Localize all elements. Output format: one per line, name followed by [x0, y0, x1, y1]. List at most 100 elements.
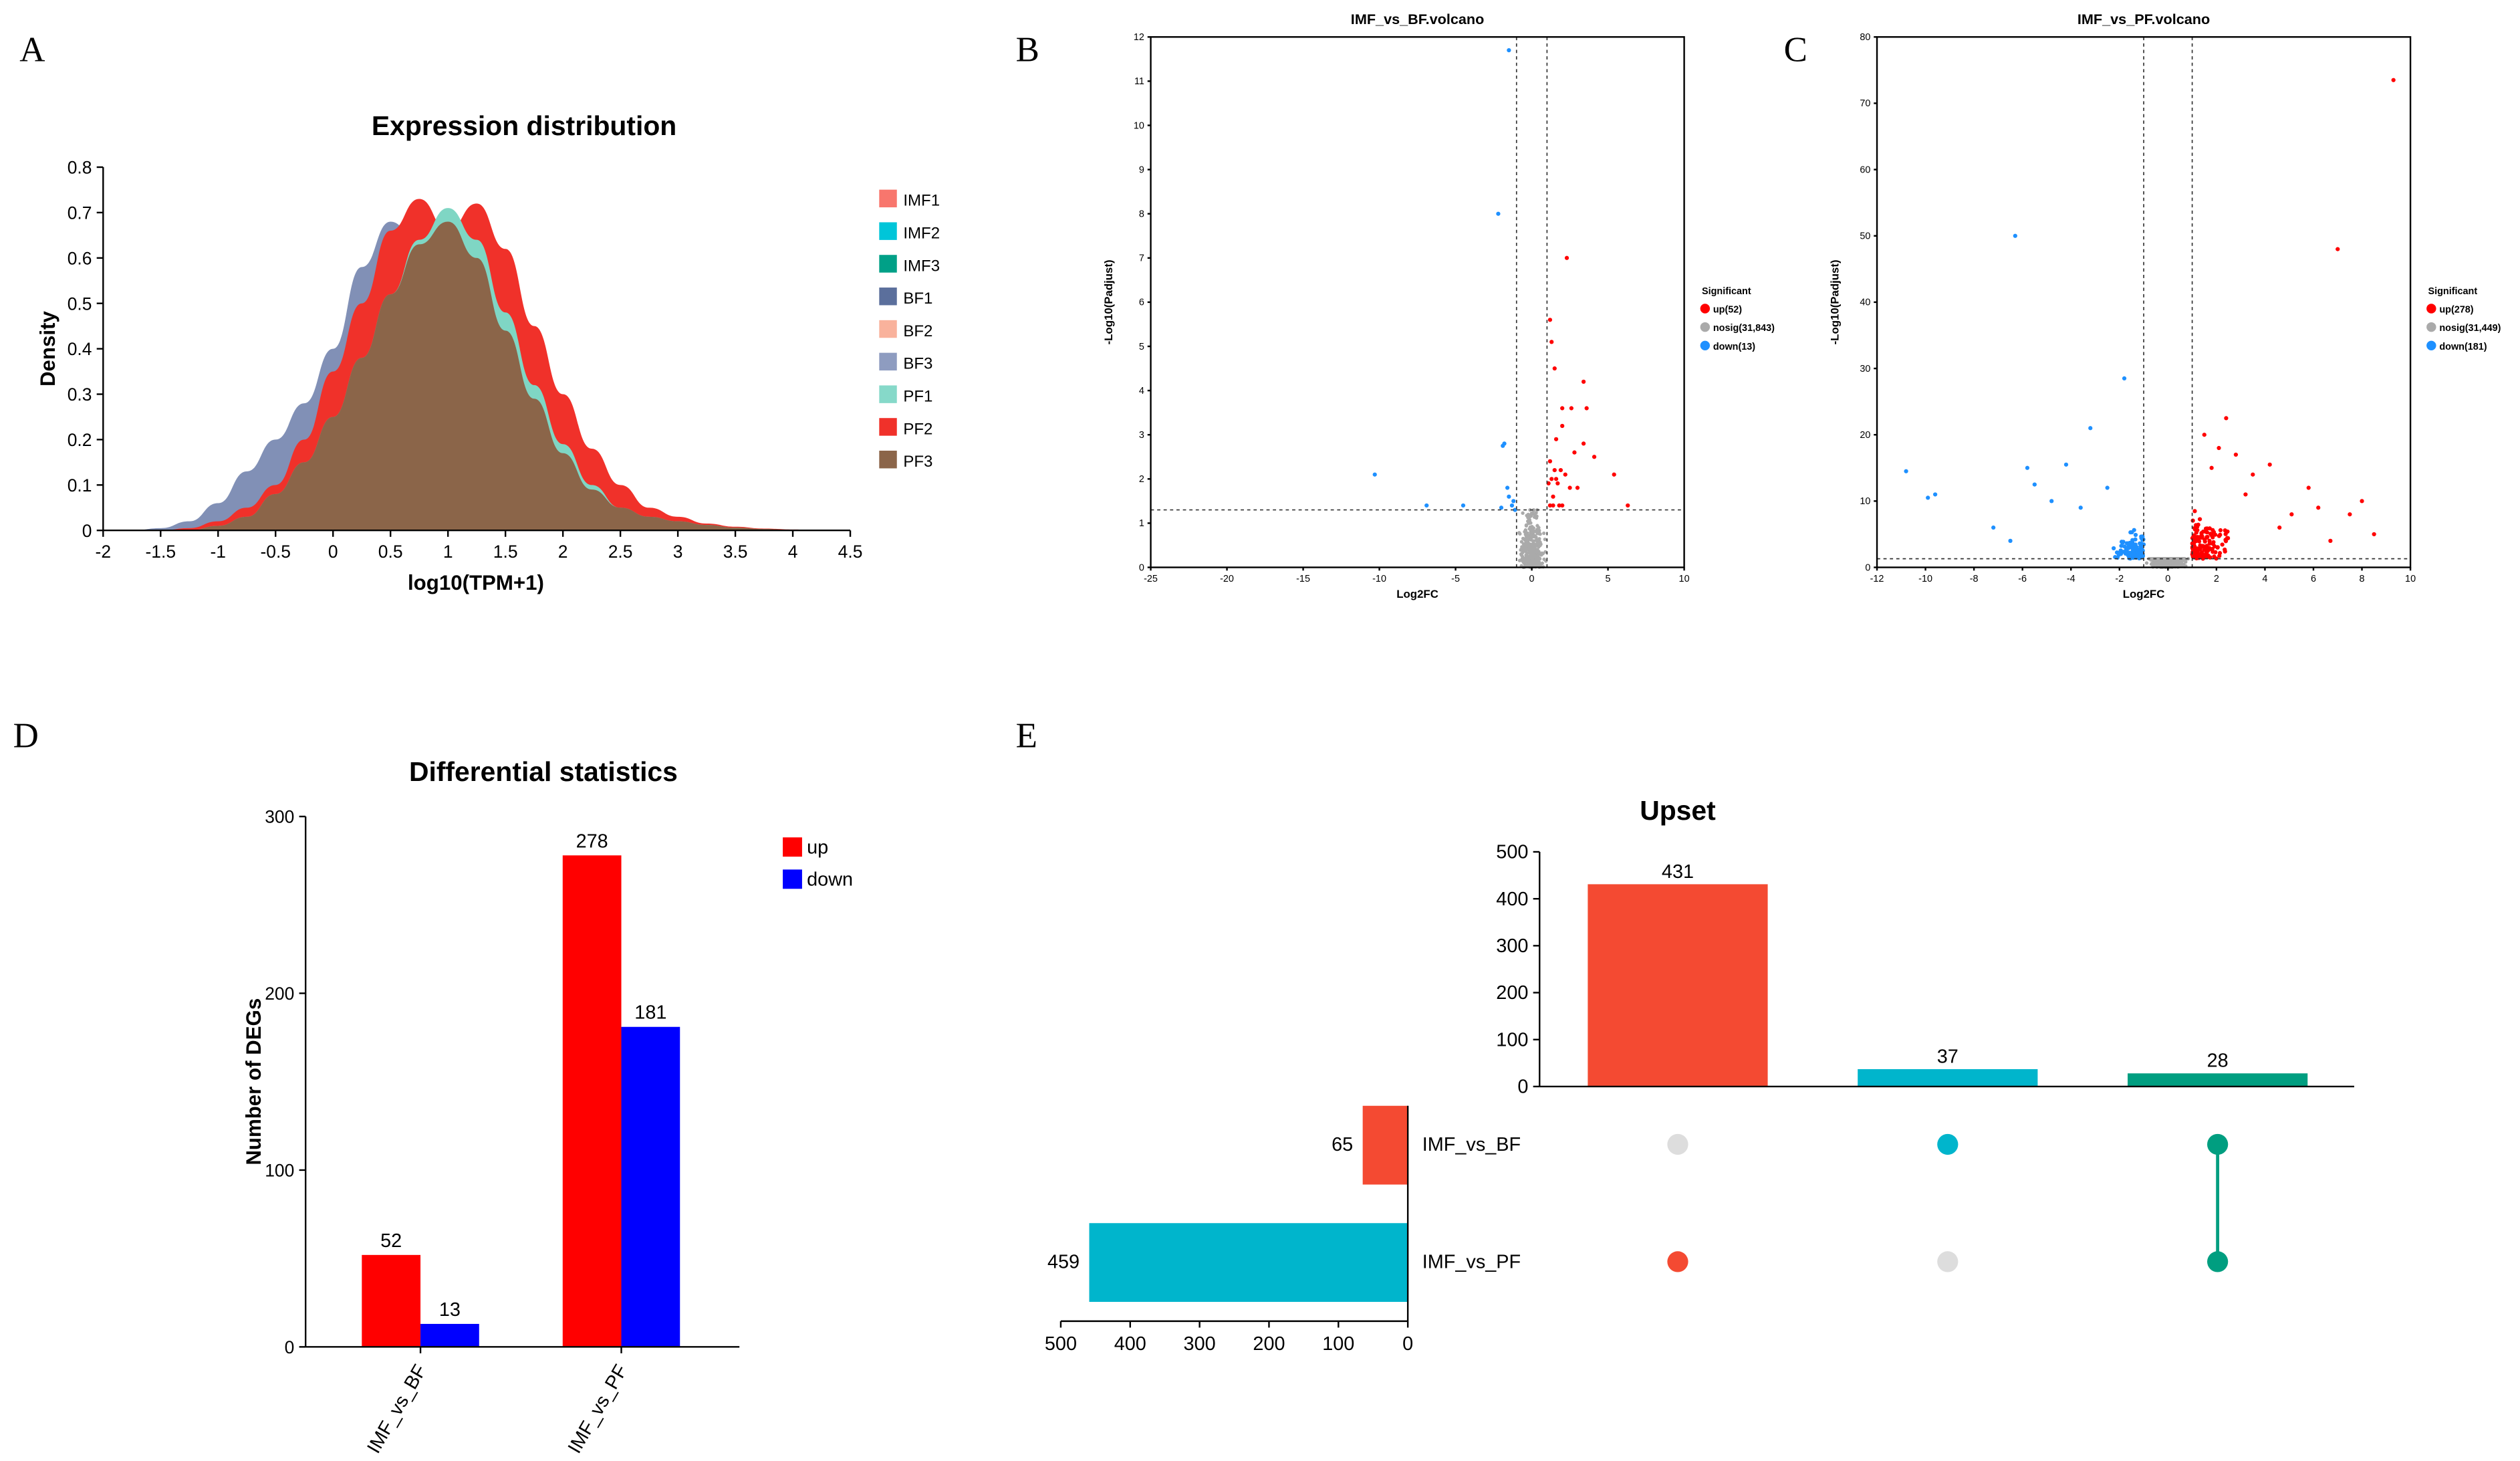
up-point — [1549, 340, 1554, 344]
y-tick-label: 100 — [265, 1161, 294, 1181]
matrix-dot-active — [1937, 1133, 1959, 1155]
down-point — [2105, 485, 2110, 490]
y-tick-label: 80 — [1860, 32, 1870, 43]
intersection-value-label: 28 — [2207, 1050, 2229, 1072]
down-point — [2130, 530, 2134, 535]
down-point — [1507, 494, 1511, 499]
set-x-tick-label: 200 — [1253, 1333, 1285, 1355]
x-tick-label: -5 — [1451, 574, 1460, 584]
set-size-label: 459 — [1047, 1252, 1080, 1273]
up-point — [2328, 538, 2333, 543]
up-point — [2200, 550, 2204, 555]
bar-value-label: 13 — [439, 1299, 461, 1321]
down-point — [2133, 537, 2138, 542]
nosig-point — [2166, 563, 2170, 567]
legend-dot — [2426, 304, 2436, 314]
down-point — [1461, 503, 1466, 508]
y-tick-label: 500 — [1496, 842, 1528, 863]
up-point — [2199, 531, 2204, 536]
up-point — [1563, 472, 1567, 477]
legend-title: Significant — [1702, 286, 1751, 297]
x-tick-label: -8 — [1970, 574, 1979, 584]
matrix-dot-active — [2207, 1251, 2229, 1272]
down-point — [1509, 503, 1515, 508]
up-point — [2196, 522, 2200, 527]
up-point — [1581, 379, 1586, 384]
up-point — [2214, 556, 2219, 561]
legend-label: IMF2 — [903, 224, 940, 242]
x-tick-label: -4 — [2067, 574, 2075, 584]
x-tick-label: -15 — [1296, 574, 1310, 584]
nosig-point — [2174, 561, 2179, 565]
panel-label-e: E — [1016, 717, 1037, 756]
y-tick-label: 10 — [1134, 120, 1144, 131]
y-tick-label: 0.3 — [68, 384, 92, 405]
x-axis-label: log10(TPM+1) — [408, 571, 544, 594]
nosig-point — [1540, 551, 1544, 555]
up-point — [2217, 554, 2222, 558]
bar-value-label: 52 — [380, 1230, 402, 1252]
down-point — [2127, 550, 2132, 555]
y-tick-label: 2 — [1139, 474, 1144, 485]
nosig-point — [1531, 512, 1535, 516]
up-point — [2217, 445, 2221, 451]
x-tick-label: -25 — [1144, 574, 1158, 584]
nosig-point — [1529, 552, 1533, 557]
down-point — [2131, 550, 2136, 555]
up-point — [1552, 366, 1557, 371]
up-point — [2348, 512, 2352, 517]
nosig-point — [2149, 562, 2154, 566]
down-point — [2113, 554, 2118, 560]
down-point — [2121, 540, 2126, 544]
nosig-point — [1527, 527, 1531, 531]
down-point — [1424, 503, 1429, 508]
x-tick-label: 2 — [558, 542, 568, 562]
nosig-point — [1527, 559, 1531, 564]
legend-label: IMF1 — [903, 192, 940, 210]
legend-swatch-BF1 — [879, 288, 897, 306]
volcano-pf-panel: IMF_vs_PF.volcano -12 -10 -8 -6 -4 -2 0 2 4 6 8 10 0 1… — [1828, 11, 2501, 600]
x-tick-label: 3 — [673, 542, 683, 562]
set-x-tick-label: 500 — [1045, 1333, 1077, 1355]
up-point — [1553, 477, 1559, 481]
y-axis-label: -Log10(Padjust) — [1102, 259, 1115, 344]
legend-label: nosig(31,449) — [2439, 323, 2501, 334]
up-point — [2215, 545, 2220, 550]
up-point — [1575, 485, 1580, 490]
nosig-point — [1521, 511, 1525, 515]
y-tick-label: 5 — [1139, 342, 1144, 352]
x-tick-label: -6 — [2018, 574, 2027, 584]
x-tick-label: 0 — [328, 542, 338, 562]
up-point — [1555, 481, 1560, 486]
y-tick-label: 0 — [82, 521, 92, 541]
y-tick-label: 0.2 — [68, 430, 92, 450]
down-point — [2139, 534, 2144, 539]
down-point — [1372, 472, 1377, 477]
up-point — [1592, 455, 1597, 459]
bar-value-label: 278 — [576, 830, 608, 852]
nosig-point — [1535, 524, 1539, 528]
chart-title: Upset — [1640, 795, 1716, 826]
nosig-point — [1523, 560, 1527, 564]
legend-dot — [2426, 340, 2436, 351]
nosig-point — [1542, 531, 1546, 536]
x-tick-label: 10 — [1679, 574, 1690, 584]
down-point — [1932, 492, 1938, 497]
up-point — [2192, 546, 2196, 550]
legend-label: down(181) — [2439, 342, 2487, 352]
bar-down-IMF_vs_PF — [621, 1026, 680, 1347]
up-point — [2233, 452, 2239, 457]
up-point — [2197, 517, 2202, 522]
up-point — [2204, 544, 2209, 548]
up-point — [2190, 518, 2195, 523]
nosig-point — [1527, 563, 1531, 567]
nosig-point — [1538, 544, 1542, 548]
down-point — [2130, 542, 2135, 547]
down-point — [1501, 443, 1505, 448]
up-point — [1572, 450, 1577, 455]
up-point — [1584, 406, 1589, 411]
y-tick-label: 70 — [1860, 98, 1870, 109]
nosig-point — [1527, 547, 1531, 551]
x-tick-label: 1.5 — [493, 542, 518, 562]
up-point — [2203, 526, 2209, 531]
